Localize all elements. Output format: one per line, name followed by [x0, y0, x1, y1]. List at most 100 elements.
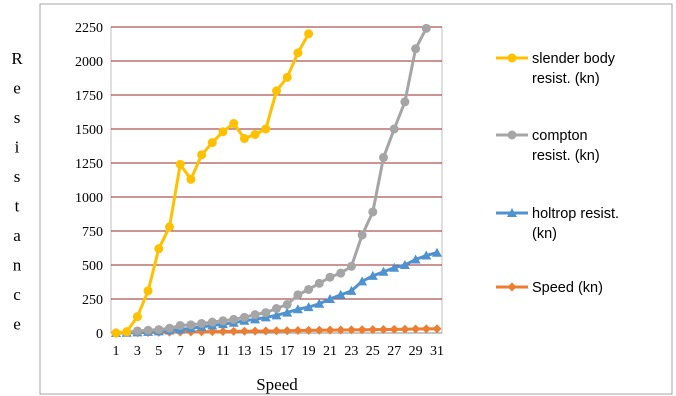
- data-point: [411, 324, 421, 334]
- data-point: [357, 276, 368, 286]
- data-point: [218, 327, 228, 337]
- data-point: [261, 326, 271, 336]
- y-tick-label: 0: [96, 327, 103, 342]
- legend-label: Speed (kn): [532, 280, 603, 296]
- data-point: [165, 222, 174, 232]
- data-point: [143, 286, 153, 296]
- x-tick-label: 19: [302, 344, 316, 359]
- legend-entry: holtrop resist. (kn): [496, 206, 619, 242]
- y-axis-title-letter: n: [13, 256, 22, 275]
- y-axis-title-letter: t: [15, 197, 20, 216]
- data-point: [186, 174, 196, 184]
- x-tick-label: 17: [280, 344, 294, 359]
- y-axis-title-letter: e: [13, 79, 21, 98]
- data-point: [346, 325, 356, 335]
- legend-entry: Speed (kn): [496, 280, 603, 296]
- data-point: [325, 272, 335, 282]
- data-point: [132, 326, 142, 336]
- data-point: [271, 310, 282, 320]
- grid-layer: [111, 26, 442, 300]
- data-point: [379, 324, 388, 334]
- data-point: [229, 326, 239, 336]
- data-point: [229, 119, 239, 129]
- data-point: [207, 138, 217, 148]
- data-point: [272, 86, 281, 96]
- data-point: [304, 284, 314, 294]
- data-point: [368, 325, 378, 335]
- x-tick-label: 15: [259, 344, 273, 359]
- data-point: [292, 304, 303, 314]
- data-point: [367, 270, 378, 280]
- data-point: [379, 153, 388, 163]
- data-point: [154, 325, 164, 335]
- data-point: [111, 328, 121, 338]
- data-point: [346, 285, 357, 295]
- data-point: [335, 289, 346, 299]
- legend-label: (kn): [532, 226, 557, 242]
- legend-swatch-marker: [507, 282, 517, 292]
- data-point: [293, 290, 303, 300]
- data-point: [239, 134, 249, 144]
- data-point: [272, 326, 281, 336]
- data-point: [368, 207, 378, 217]
- legend-entry: compton resist. (kn): [496, 128, 600, 164]
- series-0: [111, 29, 314, 338]
- data-point: [399, 260, 410, 269]
- data-point: [336, 268, 346, 278]
- data-point: [207, 317, 217, 327]
- legend-swatch-marker: [507, 130, 517, 140]
- data-point: [132, 312, 142, 322]
- data-point: [389, 262, 400, 272]
- data-point: [314, 298, 325, 308]
- data-point: [261, 308, 271, 318]
- legend-swatch-marker: [507, 208, 517, 217]
- data-point: [218, 316, 228, 326]
- data-point: [272, 304, 281, 314]
- x-tick-label: 3: [134, 344, 141, 359]
- y-tick-label: 1000: [75, 191, 103, 206]
- data-point: [143, 325, 153, 335]
- y-axis-title-letter: s: [14, 167, 21, 186]
- y-tick-label: 1750: [75, 89, 103, 104]
- y-tick-label: 500: [82, 259, 103, 274]
- data-point: [411, 44, 421, 54]
- x-tick-label: 7: [177, 344, 184, 359]
- data-point: [197, 318, 207, 328]
- y-tick-label: 750: [82, 225, 103, 240]
- data-point: [175, 321, 185, 331]
- data-point: [239, 312, 249, 322]
- data-point: [218, 127, 228, 137]
- legend-label: compton: [532, 128, 588, 144]
- data-point: [122, 327, 132, 337]
- y-tick-label: 2250: [75, 21, 103, 36]
- data-point: [261, 124, 271, 134]
- data-point: [421, 23, 431, 33]
- legend: slender body resist. (kn) compton resist. (…: [496, 51, 619, 296]
- y-tick-label: 1250: [75, 157, 103, 172]
- x-tick-label: 11: [216, 344, 229, 359]
- data-point: [175, 159, 185, 169]
- x-tick-label: 25: [366, 344, 380, 359]
- legend-label: holtrop resist.: [532, 206, 619, 222]
- data-point: [250, 129, 260, 139]
- data-point: [357, 230, 367, 240]
- data-point: [432, 247, 442, 257]
- data-point: [421, 324, 431, 334]
- y-axis-title-letter: i: [15, 138, 20, 157]
- data-point: [154, 244, 164, 254]
- legend-entry: slender body resist. (kn): [496, 51, 616, 87]
- y-axis-title-letter: a: [13, 226, 21, 245]
- data-point: [282, 72, 292, 82]
- series-layer: [111, 23, 442, 338]
- x-axis-title: Speed: [256, 375, 298, 394]
- data-point: [389, 124, 399, 134]
- x-tick-label: 21: [323, 344, 337, 359]
- y-tick-label: 1500: [75, 123, 103, 138]
- data-point: [293, 326, 303, 336]
- data-point: [314, 325, 324, 335]
- y-axis-title-letter: s: [14, 108, 21, 127]
- data-point: [293, 48, 303, 58]
- data-point: [400, 97, 410, 107]
